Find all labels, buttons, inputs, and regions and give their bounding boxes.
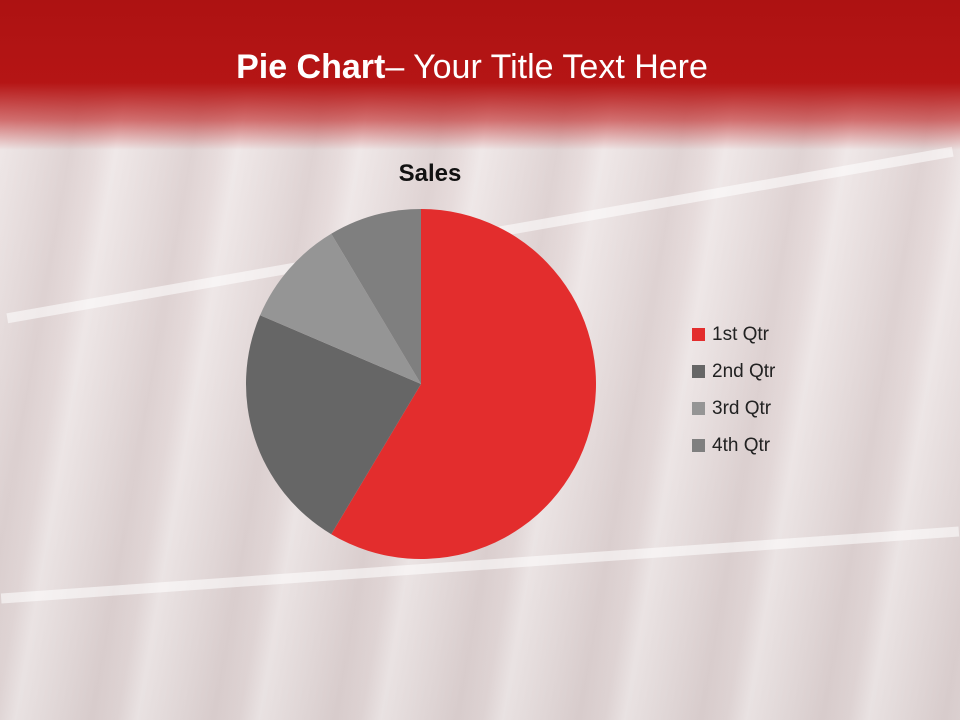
pie-slice-1 <box>331 209 597 559</box>
pie-slice-3 <box>260 233 421 384</box>
title-rest: – Your Title Text Here <box>385 48 708 86</box>
legend-label: 4th Qtr <box>712 434 771 456</box>
pie-slice-4 <box>331 209 421 384</box>
legend-swatch <box>692 365 705 378</box>
legend-label: 3rd Qtr <box>712 397 772 419</box>
chart-title: Sales <box>398 160 462 187</box>
legend-item: 2nd Qtr <box>692 353 775 390</box>
legend: 1st Qtr 2nd Qtr 3rd Qtr 4th Qtr <box>692 316 775 464</box>
legend-swatch <box>692 402 705 415</box>
title-bold: Pie Chart <box>236 48 386 86</box>
legend-label: 2nd Qtr <box>712 360 776 382</box>
slide-title: Pie Chart– Your Title Text Here <box>0 48 944 87</box>
legend-swatch <box>692 439 705 452</box>
legend-item: 1st Qtr <box>692 316 775 353</box>
pie-slice-2 <box>246 315 421 535</box>
title-bar <box>0 0 960 150</box>
legend-label: 1st Qtr <box>712 323 770 345</box>
legend-item: 4th Qtr <box>692 427 775 464</box>
legend-swatch <box>692 328 705 341</box>
legend-item: 3rd Qtr <box>692 390 775 427</box>
